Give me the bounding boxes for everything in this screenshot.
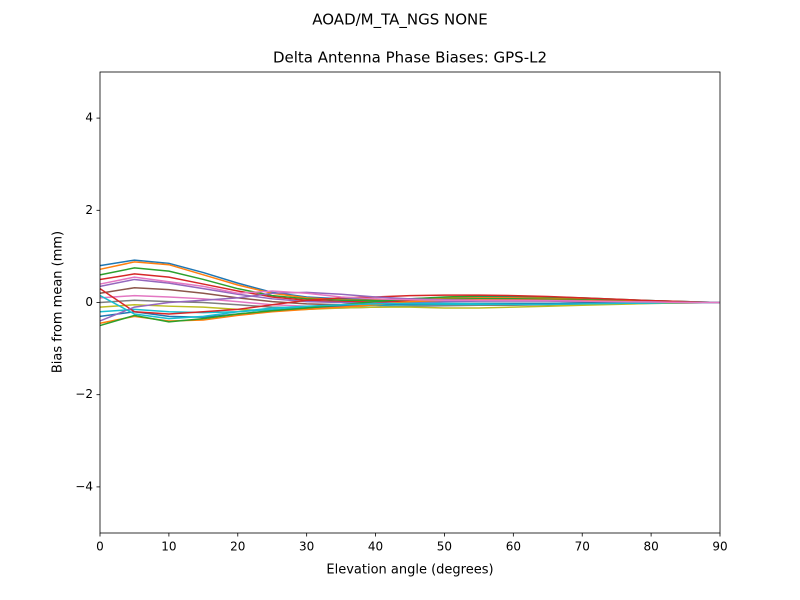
data-line: [99, 301, 721, 312]
y-tick-label: 0: [85, 295, 93, 309]
x-tick-label: 50: [437, 540, 452, 554]
data-line: [99, 288, 721, 315]
x-tick-label: 30: [299, 540, 314, 554]
x-axis-label: Elevation angle (degrees): [326, 563, 493, 578]
chart-title: Delta Antenna Phase Biases: GPS-L2: [273, 49, 547, 67]
x-tick-label: 90: [712, 540, 727, 554]
y-tick-label: 4: [85, 111, 93, 125]
x-tick-label: 60: [506, 540, 521, 554]
y-tick-label: −4: [75, 479, 93, 493]
x-tick-label: 70: [575, 540, 590, 554]
x-tick-label: 10: [161, 540, 176, 554]
y-tick-label: −2: [75, 387, 93, 401]
data-line: [99, 294, 720, 320]
x-tick-label: 80: [643, 540, 658, 554]
y-axis-label: Bias from mean (mm): [51, 231, 66, 373]
x-tick-label: 20: [230, 540, 245, 554]
x-tick-label: 40: [368, 540, 383, 554]
y-tick-label: 2: [85, 203, 93, 217]
data-line: [99, 276, 720, 304]
suptitle: AOAD/M_TA_NGS NONE: [312, 11, 487, 30]
x-tick-label: 0: [96, 540, 104, 554]
